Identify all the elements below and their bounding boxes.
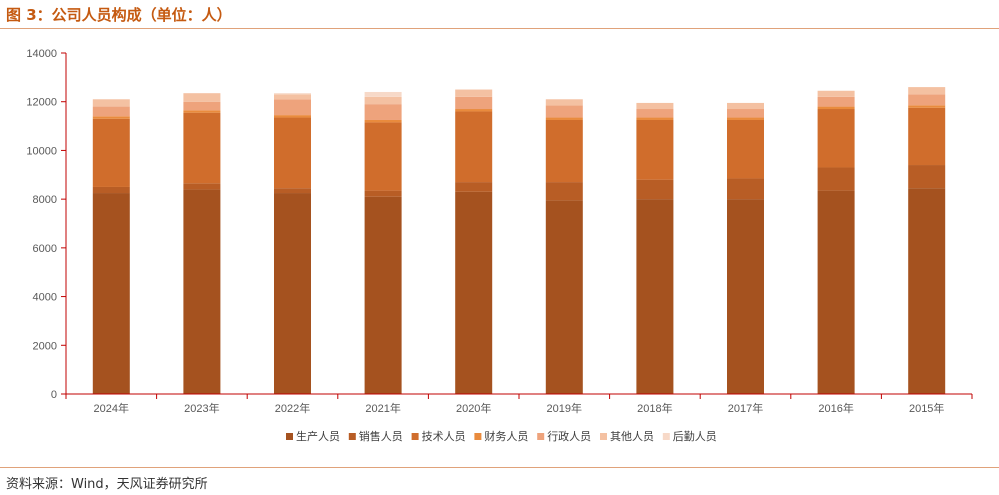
stacked-bar-chart: 0 2000 4000 6000 8000 10000 12000 14000 2024年 202… bbox=[26, 48, 973, 443]
legend-label: 财务人员 bbox=[484, 429, 528, 443]
bar-segment bbox=[817, 167, 855, 191]
source-divider bbox=[0, 467, 999, 468]
bar-segment bbox=[817, 190, 855, 394]
bar-segment bbox=[183, 189, 221, 394]
x-tick-label: 2021年 bbox=[365, 401, 400, 415]
bar-segment bbox=[274, 93, 311, 95]
bar-segment bbox=[183, 101, 221, 111]
x-tick-label: 2015年 bbox=[909, 401, 944, 415]
bar-segment bbox=[274, 94, 311, 100]
bar-segment bbox=[274, 188, 311, 194]
legend-swatch bbox=[600, 433, 607, 440]
bar-segment bbox=[183, 112, 221, 184]
bar-segment bbox=[636, 119, 674, 180]
y-tick-label: 4000 bbox=[33, 292, 57, 304]
bar-segment bbox=[364, 190, 402, 197]
bar-segment bbox=[545, 105, 583, 118]
bar-segment bbox=[92, 193, 130, 394]
y-tick-label: 2000 bbox=[33, 340, 57, 352]
y-tick-label: 14000 bbox=[26, 48, 57, 60]
legend-label: 其他人员 bbox=[610, 430, 654, 443]
bar-segment bbox=[183, 110, 221, 113]
source-note: 资料来源：Wind，天风证券研究所 bbox=[6, 477, 208, 492]
bar-segment bbox=[364, 196, 402, 394]
bar-segment bbox=[455, 191, 493, 394]
bar-segment bbox=[364, 122, 402, 191]
bar-segment bbox=[92, 116, 130, 119]
legend-swatch bbox=[286, 433, 293, 440]
bar-segment bbox=[908, 94, 946, 106]
bar-segment bbox=[817, 109, 855, 168]
chart-title: 图 3：公司人员构成（单位：人） bbox=[6, 6, 232, 24]
y-tick-label: 10000 bbox=[26, 145, 57, 157]
bar-segment bbox=[92, 118, 130, 187]
bar-segment bbox=[908, 87, 946, 95]
bar-segment bbox=[817, 96, 855, 107]
bar-segment bbox=[636, 109, 674, 118]
legend-label: 技术人员 bbox=[422, 430, 466, 443]
bar-segment bbox=[817, 106, 855, 110]
bar-segment bbox=[92, 99, 130, 107]
legend-swatch bbox=[411, 433, 419, 440]
bar-segment bbox=[455, 89, 493, 97]
bar-segment bbox=[908, 107, 946, 166]
bar-segment bbox=[274, 99, 311, 116]
x-tick-label: 2020年 bbox=[456, 401, 491, 415]
bar-segment bbox=[274, 115, 311, 118]
legend-swatch bbox=[348, 433, 356, 440]
bar-segment bbox=[545, 99, 583, 106]
bar-segment bbox=[92, 186, 130, 194]
x-tick-label: 2017年 bbox=[728, 401, 763, 415]
bar-segment bbox=[636, 199, 674, 394]
y-tick-label: 6000 bbox=[33, 243, 57, 255]
bar-segment bbox=[455, 109, 493, 112]
bar-segment bbox=[636, 102, 674, 110]
bar-segment bbox=[727, 109, 764, 118]
x-tick-label: 2024年 bbox=[94, 401, 129, 415]
bar-segment bbox=[364, 91, 402, 97]
x-tick-label: 2022年 bbox=[275, 401, 310, 415]
bar-segment bbox=[183, 183, 221, 190]
title-divider bbox=[0, 28, 999, 29]
bar-segment bbox=[727, 117, 764, 120]
y-tick-label: 12000 bbox=[26, 97, 57, 109]
bar-segment bbox=[908, 165, 946, 189]
legend-label: 行政人员 bbox=[547, 429, 591, 443]
legend-label: 生产人员 bbox=[296, 429, 340, 443]
bar-segment bbox=[364, 119, 402, 123]
legend-swatch bbox=[662, 433, 670, 440]
bar-segment bbox=[908, 105, 946, 108]
x-tick-label: 2018年 bbox=[637, 401, 672, 415]
y-tick-label: 0 bbox=[51, 389, 57, 401]
bar-segment bbox=[92, 106, 130, 117]
legend-label: 后勤人员 bbox=[673, 430, 717, 443]
bar-segment bbox=[727, 119, 764, 179]
x-tick-label: 2023年 bbox=[184, 401, 219, 415]
bar-segment bbox=[727, 178, 764, 200]
bar-segment bbox=[727, 102, 764, 110]
x-tick-label: 2016年 bbox=[818, 401, 853, 415]
bar-segment bbox=[545, 119, 583, 183]
bar-segment bbox=[274, 193, 311, 394]
bar-segment bbox=[727, 199, 764, 394]
bar-segment bbox=[545, 117, 583, 120]
bar-segment bbox=[455, 96, 493, 110]
bar-segment bbox=[908, 188, 946, 394]
bar-segment bbox=[545, 200, 583, 394]
bar-segment bbox=[817, 90, 855, 97]
legend-swatch bbox=[474, 433, 482, 440]
bar-segment bbox=[545, 182, 583, 201]
bar-segment bbox=[274, 117, 311, 189]
x-tick-label: 2019年 bbox=[547, 401, 582, 415]
legend-label: 销售人员 bbox=[359, 429, 403, 443]
bar-segment bbox=[455, 182, 493, 192]
bar-segment bbox=[364, 104, 402, 120]
y-tick-label: 8000 bbox=[33, 194, 57, 206]
bar-segment bbox=[183, 93, 221, 102]
legend-swatch bbox=[537, 433, 545, 440]
bar-segment bbox=[455, 111, 493, 183]
bar-segment bbox=[364, 96, 402, 105]
bar-segment bbox=[636, 117, 674, 120]
bar-segment bbox=[636, 179, 674, 200]
